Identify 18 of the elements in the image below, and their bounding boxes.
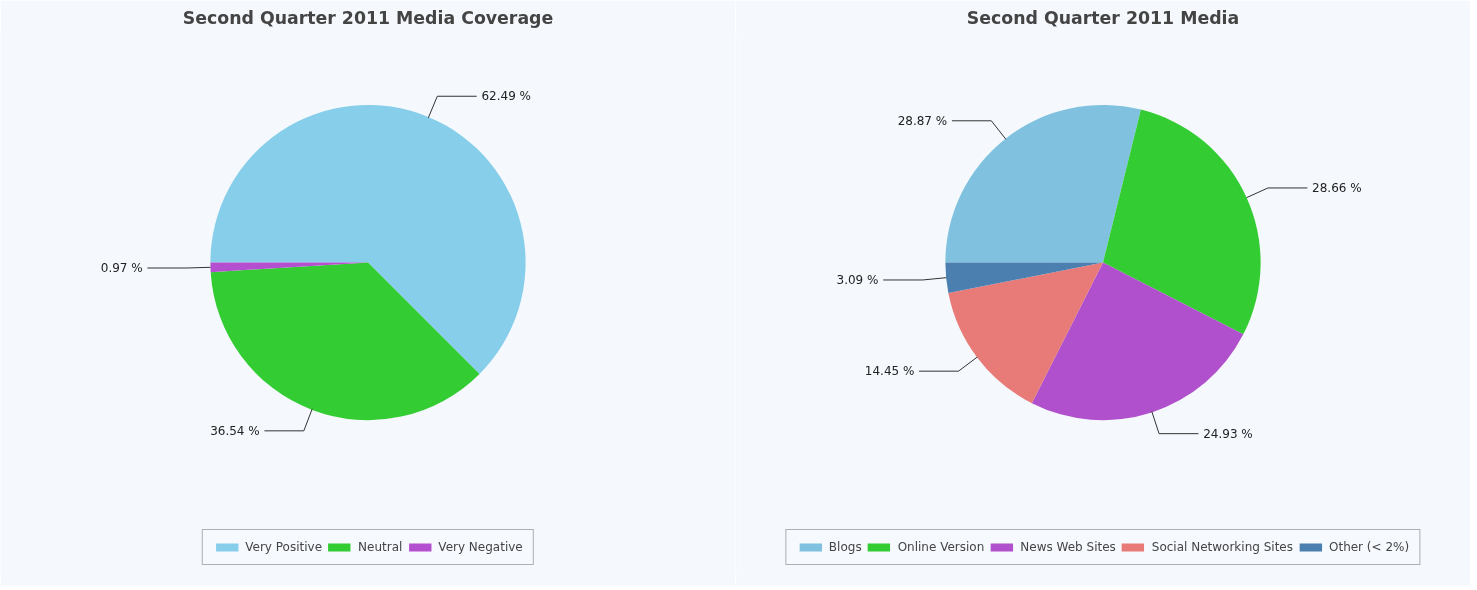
data-label: 24.93 % bbox=[1203, 426, 1253, 441]
data-label: 28.87 % bbox=[897, 113, 948, 128]
legend-label: Very Negative bbox=[438, 540, 523, 554]
legend-label: Other (< 2%) bbox=[1328, 540, 1410, 554]
chart-title: Second Quarter 2011 Media bbox=[966, 7, 1240, 28]
data-label: 62.49 % bbox=[481, 89, 532, 104]
legend-label: News Web Sites bbox=[1020, 540, 1116, 554]
data-label: 0.97 % bbox=[100, 261, 143, 276]
data-label: 28.66 % bbox=[1312, 180, 1362, 195]
chart-title: Second Quarter 2011 Media Coverage bbox=[182, 7, 554, 28]
data-label: 36.54 % bbox=[210, 423, 260, 438]
data-label: 3.09 % bbox=[836, 272, 879, 287]
legend-label: Social Networking Sites bbox=[1151, 540, 1293, 554]
legend-label: Blogs bbox=[828, 540, 862, 554]
legend-label: Neutral bbox=[358, 540, 403, 554]
legend-label: Very Positive bbox=[245, 540, 323, 554]
data-label: 14.45 % bbox=[864, 364, 915, 379]
legend-label: Online Version bbox=[897, 540, 985, 554]
